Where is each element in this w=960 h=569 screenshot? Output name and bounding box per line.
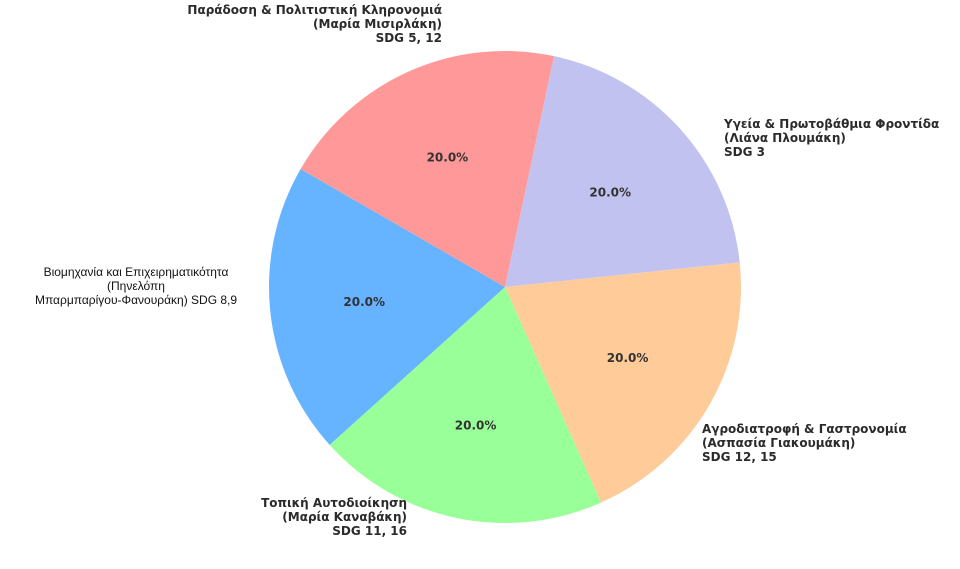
pie-slice-2 <box>329 287 601 524</box>
category-label: SDG 5, 12 <box>376 31 442 45</box>
category-label: (Ασπασία Γιακουμάκη) <box>702 436 855 450</box>
category-label: SDG 3 <box>724 145 765 159</box>
slice-percentage-label: 20.0% <box>589 185 631 199</box>
category-label: (Μαρία Μισιρλάκη) <box>313 17 442 31</box>
category-label: Παράδοση & Πολιτιστική Κληρονομιά <box>187 3 442 17</box>
category-label: SDG 11, 16 <box>332 524 407 538</box>
percentage-labels: 20.0% 20.0% 20.0% 20.0% 20.0% <box>343 151 648 433</box>
category-label: Βιομηχανία και Επιχειρηματικότητα <box>44 265 229 279</box>
slice-percentage-label: 20.0% <box>427 151 469 165</box>
category-label: Υγεία & Πρωτοβάθμια Φροντίδα <box>723 117 939 131</box>
category-label: (Μαρία Καναβάκη) <box>282 510 407 524</box>
category-label: (Λιάνα Πλουμάκη) <box>724 131 846 145</box>
slice-percentage-label: 20.0% <box>455 419 497 433</box>
category-label: Αγροδιατροφή & Γαστρονομία <box>702 422 907 436</box>
slice-percentage-label: 20.0% <box>343 295 385 309</box>
pie-slice-3 <box>269 169 505 445</box>
category-label: Μπαρμπαρίγου-Φανουράκη) SDG 8,9 <box>35 293 237 307</box>
pie-slices <box>269 51 742 524</box>
slice-percentage-label: 20.0% <box>607 351 649 365</box>
pie-slice-4 <box>300 51 555 287</box>
category-label: SDG 12, 15 <box>702 450 777 464</box>
pie-slice-1 <box>505 262 742 503</box>
category-labels: Υγεία & Πρωτοβάθμια Φροντίδα(Λιάνα Πλουμ… <box>35 3 939 538</box>
pie-slice-5 <box>505 56 740 287</box>
category-label: Τοπική Αυτοδιοίκηση <box>261 496 407 510</box>
category-label: (Πηνελόπη <box>107 279 165 293</box>
